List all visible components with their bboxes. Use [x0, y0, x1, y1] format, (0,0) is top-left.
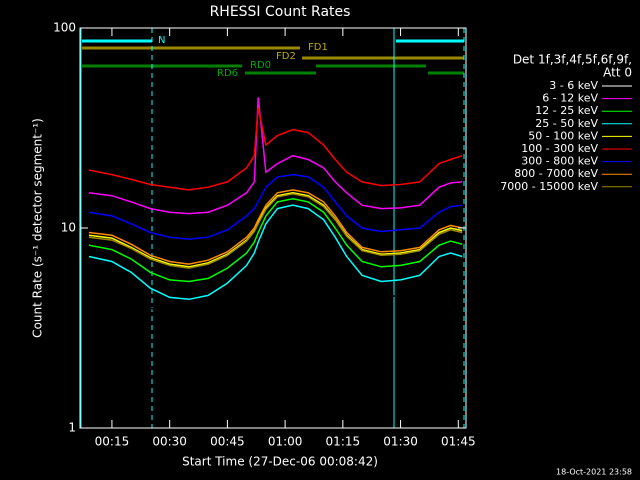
y-tick-label: 1 [68, 421, 76, 435]
legend-title: Det 1f,3f,4f,5f,6f,9f, [513, 53, 632, 67]
chart-title: RHESSI Count Rates [210, 4, 351, 20]
legend-label: 7000 - 15000 keV [500, 180, 598, 193]
legend-label: 12 - 25 keV [535, 104, 598, 117]
series-line [88, 198, 463, 283]
y-tick-label: 100 [53, 21, 76, 35]
series-line [88, 97, 463, 215]
annotation: FD2 [276, 51, 296, 62]
y-tick-label: 10 [61, 221, 76, 235]
mode-bars [82, 39, 464, 75]
annotation: RD0 [250, 60, 271, 71]
legend-label: 800 - 7000 keV [514, 167, 598, 180]
legend-label: 300 - 800 keV [521, 155, 598, 168]
series-line [88, 204, 463, 323]
series-line [88, 192, 463, 268]
series-line [88, 173, 463, 240]
annotation: FD1 [308, 42, 328, 53]
legend-label: 3 - 6 keV [549, 79, 598, 92]
legend-label: 50 - 100 keV [528, 129, 598, 142]
legend-label: 100 - 300 keV [521, 142, 598, 155]
x-tick-label: 01:15 [326, 435, 361, 449]
plot-lines [88, 97, 463, 323]
legend-label: 25 - 50 keV [535, 117, 598, 130]
x-tick-label: 00:45 [210, 435, 245, 449]
legend-label: 6 - 12 keV [542, 92, 598, 105]
x-tick-label: 00:15 [95, 435, 130, 449]
series-line [88, 107, 463, 191]
footer: 18-Oct-2021 23:58 [556, 468, 632, 477]
x-tick-label: 01:45 [441, 435, 476, 449]
vertical-markers [80, 28, 465, 428]
x-axis-label: Start Time (27-Dec-06 00:08:42) [182, 455, 378, 469]
x-tick-label: 00:30 [152, 435, 187, 449]
series-line [88, 189, 463, 265]
x-tick-label: 01:30 [383, 435, 418, 449]
annotation: N [158, 35, 165, 46]
annotation: RD6 [217, 68, 238, 79]
legend-title: Att 0 [603, 66, 632, 80]
series-line [88, 204, 463, 301]
x-tick-label: 01:00 [268, 435, 303, 449]
plot-frame [79, 27, 467, 429]
series-line [88, 193, 463, 269]
y-axis-label: Count Rate (s⁻¹ detector segment⁻¹) [31, 118, 45, 338]
